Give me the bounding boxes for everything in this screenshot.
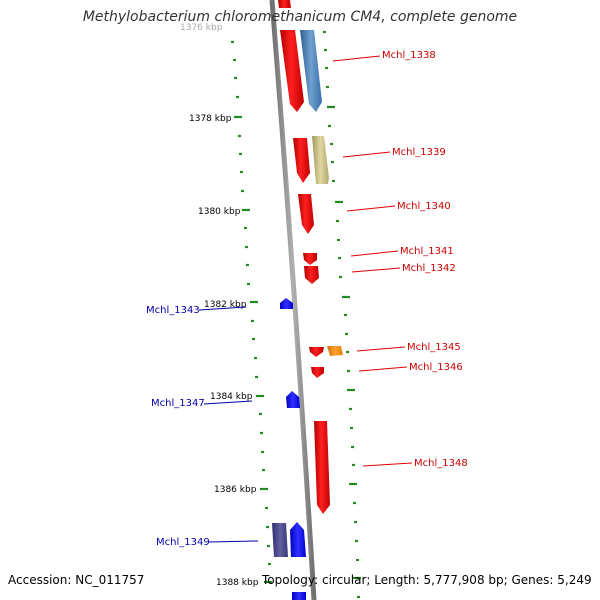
kbp-label-1384: 1384 kbp bbox=[210, 392, 253, 402]
gene-label-mchl-1346[interactable]: Mchl_1346 bbox=[409, 362, 463, 373]
kbp-label-1388: 1388 kbp bbox=[216, 578, 259, 588]
gene-feature-mchl-1339-red[interactable] bbox=[293, 138, 310, 183]
gene-label-mchl-1347[interactable]: Mchl_1347 bbox=[151, 398, 205, 409]
kbp-label-1380: 1380 kbp bbox=[198, 207, 241, 217]
genome-backbone bbox=[269, 0, 317, 600]
gene-label-mchl-1342[interactable]: Mchl_1342 bbox=[402, 263, 456, 274]
gene-label-mchl-1341[interactable]: Mchl_1341 bbox=[400, 246, 454, 257]
gene-feature-bottom-partial[interactable] bbox=[292, 592, 306, 600]
gene-feature-mchl-1349-navy[interactable] bbox=[272, 523, 288, 557]
gene-label-mchl-1340[interactable]: Mchl_1340 bbox=[397, 201, 451, 212]
gene-feature-top-partial[interactable] bbox=[278, 0, 291, 8]
gene-feature-mchl-1338-red[interactable] bbox=[280, 30, 304, 112]
accession-text: Accession: NC_011757 bbox=[8, 573, 145, 587]
gene-label-mchl-1345[interactable]: Mchl_1345 bbox=[407, 342, 461, 353]
gene-feature-mchl-1338-blue[interactable] bbox=[300, 30, 322, 112]
gene-feature-mchl-1348[interactable] bbox=[314, 421, 330, 514]
gene-feature-mchl-1347[interactable] bbox=[286, 391, 300, 408]
gene-label-mchl-1343[interactable]: Mchl_1343 bbox=[146, 305, 200, 316]
gene-feature-mchl-1343[interactable] bbox=[280, 298, 293, 309]
left-leader-lines bbox=[198, 306, 259, 543]
kbp-label-1376: 1376 kbp bbox=[180, 23, 223, 33]
genome-summary-text: Topology: circular; Length: 5,777,908 bp… bbox=[262, 573, 592, 587]
gene-label-mchl-1339[interactable]: Mchl_1339 bbox=[392, 147, 446, 158]
kbp-label-1378: 1378 kbp bbox=[189, 114, 232, 124]
inner-scale-ticks bbox=[231, 40, 272, 584]
gene-label-mchl-1348[interactable]: Mchl_1348 bbox=[414, 458, 468, 469]
gene-label-mchl-1338[interactable]: Mchl_1338 bbox=[382, 50, 436, 61]
gene-feature-mchl-1345-red[interactable] bbox=[309, 347, 324, 357]
gene-feature-mchl-1342[interactable] bbox=[304, 266, 319, 284]
gene-feature-mchl-1341[interactable] bbox=[303, 253, 317, 265]
gene-feature-mchl-1339-khaki[interactable] bbox=[312, 136, 329, 184]
gene-feature-mchl-1340[interactable] bbox=[298, 194, 314, 234]
kbp-label-1382: 1382 kbp bbox=[204, 300, 247, 310]
map-title: Methylobacterium chloromethanicum CM4, c… bbox=[82, 9, 518, 25]
outer-scale-ticks bbox=[323, 30, 361, 599]
gene-feature-mchl-1345-orange[interactable] bbox=[327, 346, 343, 356]
gene-feature-mchl-1349-blue[interactable] bbox=[290, 522, 306, 557]
gene-label-mchl-1349[interactable]: Mchl_1349 bbox=[156, 537, 210, 548]
right-leader-lines bbox=[332, 55, 413, 467]
gene-feature-mchl-1346[interactable] bbox=[311, 367, 324, 378]
kbp-label-1386: 1386 kbp bbox=[214, 485, 257, 495]
